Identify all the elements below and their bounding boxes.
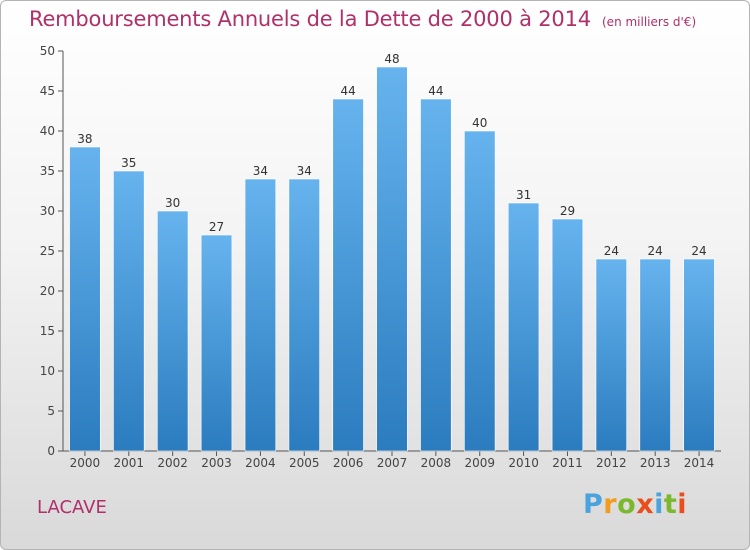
y-tick-label: 20	[40, 284, 55, 298]
brand-letter: r	[603, 489, 618, 520]
brand-letter: i	[654, 489, 664, 520]
data-label-2010: 31	[516, 188, 531, 202]
chart-subtitle: (en milliers d'€)	[602, 15, 697, 29]
data-label-2005: 34	[297, 164, 312, 178]
data-label-2004: 34	[253, 164, 268, 178]
data-label-2001: 35	[121, 156, 136, 170]
bar-2009	[464, 130, 496, 452]
brand-letter: P	[583, 489, 604, 520]
y-tick-label: 35	[40, 164, 55, 178]
x-tick-label-2012: 2012	[596, 456, 627, 470]
x-tick-label-2003: 2003	[201, 456, 232, 470]
brand-letter: t	[663, 489, 678, 520]
brand-letter: o	[617, 489, 637, 520]
x-tick-label-2007: 2007	[377, 456, 408, 470]
x-tick-label-2002: 2002	[157, 456, 188, 470]
data-label-2003: 27	[209, 220, 224, 234]
data-label-2011: 29	[560, 204, 575, 218]
x-tick-label-2000: 2000	[70, 456, 101, 470]
bar-2007	[376, 66, 408, 452]
data-label-2000: 38	[77, 132, 92, 146]
x-tick-label-2008: 2008	[421, 456, 452, 470]
y-tick-label: 25	[40, 244, 55, 258]
bar-2008	[420, 98, 452, 452]
brand-logo: Proxiti	[583, 489, 687, 520]
x-tick-label-2009: 2009	[464, 456, 495, 470]
bar-2003	[200, 234, 233, 452]
axes: 0 5 10 15 20 25 30 35 40 45 50 2000 2001 2002 2003 2004…	[40, 44, 721, 470]
y-tick-label: 40	[40, 124, 55, 138]
brand-letter: i	[677, 489, 688, 520]
x-tick-label-2001: 2001	[114, 456, 145, 470]
bars	[69, 66, 715, 452]
bar-2011	[551, 218, 584, 452]
bar-2010	[507, 202, 540, 452]
data-label-2014: 24	[691, 244, 706, 258]
x-tick-label-2014: 2014	[684, 456, 715, 470]
labels: 38 35 30 27 34 34 44 48 44 40 31 29 24 24 24	[77, 52, 706, 258]
x-tick-label-2013: 2013	[640, 456, 671, 470]
title-row: Remboursements Annuels de la Dette de 20…	[29, 7, 696, 31]
bar-2006	[332, 98, 364, 452]
y-tick-label: 0	[47, 444, 55, 458]
x-tick-label-2010: 2010	[508, 456, 539, 470]
x-tick-label-2004: 2004	[245, 456, 276, 470]
data-label-2012: 24	[604, 244, 619, 258]
data-label-2002: 30	[165, 196, 180, 210]
y-tick-label: 50	[40, 44, 55, 58]
bar-2005	[288, 178, 320, 452]
brand-letter: x	[636, 489, 655, 520]
x-tick-label-2005: 2005	[289, 456, 320, 470]
bar-2001	[113, 170, 145, 452]
x-tick-label-2011: 2011	[552, 456, 583, 470]
bar-2013	[639, 258, 671, 452]
chart-title: Remboursements Annuels de la Dette de 20…	[29, 7, 591, 31]
x-tick-label-2006: 2006	[333, 456, 364, 470]
bar-2014	[683, 258, 715, 452]
data-label-2009: 40	[472, 116, 487, 130]
bar-2004	[244, 178, 277, 452]
y-tick-label: 45	[40, 84, 55, 98]
bar-2000	[69, 146, 101, 452]
place-name: LACAVE	[37, 497, 107, 518]
data-label-2006: 44	[340, 84, 355, 98]
bar-2012	[595, 258, 627, 452]
y-tick-label: 10	[40, 364, 55, 378]
data-label-2008: 44	[428, 84, 443, 98]
y-tick-label: 5	[47, 404, 55, 418]
y-tick-label: 30	[40, 204, 55, 218]
data-label-2007: 48	[384, 52, 399, 66]
bar-2002	[157, 210, 189, 452]
y-tick-label: 15	[40, 324, 55, 338]
data-label-2013: 24	[648, 244, 663, 258]
